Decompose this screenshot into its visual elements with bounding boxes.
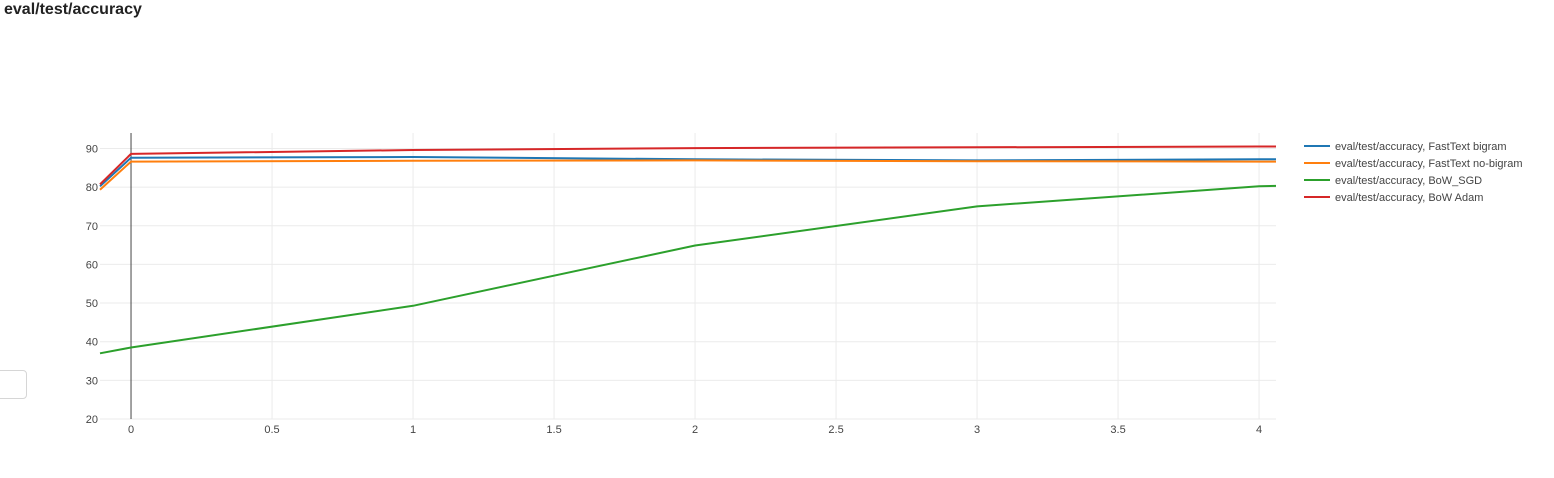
x-tick-label: 2 — [692, 424, 698, 436]
y-tick-label: 70 — [86, 221, 98, 233]
y-tick-label: 80 — [86, 182, 98, 194]
legend-label: eval/test/accuracy, FastText bigram — [1335, 141, 1507, 153]
series-line-1[interactable] — [99, 159, 1276, 191]
legend-item[interactable]: eval/test/accuracy, FastText no-bigram — [1304, 158, 1522, 170]
x-tick-label: 3.5 — [1110, 424, 1125, 436]
legend-item[interactable]: eval/test/accuracy, BoW Adam — [1304, 192, 1483, 204]
x-tick-label: 2.5 — [828, 424, 843, 436]
series-line-2[interactable] — [99, 184, 1277, 355]
x-tick-label: 1.5 — [546, 424, 561, 436]
series-lines — [99, 145, 1277, 355]
y-tick-label: 20 — [86, 414, 98, 426]
y-tick-label: 50 — [86, 298, 98, 310]
grid-lines — [100, 133, 1276, 420]
x-tick-label: 3 — [974, 424, 980, 436]
legend-label: eval/test/accuracy, BoW Adam — [1335, 192, 1483, 204]
chart-title: eval/test/accuracy — [4, 1, 142, 18]
x-tick-label: 1 — [410, 424, 416, 436]
x-tick-label: 0.5 — [264, 424, 279, 436]
legend-item[interactable]: eval/test/accuracy, FastText bigram — [1304, 141, 1507, 153]
series-line-0[interactable] — [99, 156, 1276, 188]
side-panel-toggle[interactable] — [0, 370, 27, 399]
x-tick-label: 0 — [128, 424, 134, 436]
y-tick-label: 30 — [86, 375, 98, 387]
legend-item[interactable]: eval/test/accuracy, BoW_SGD — [1304, 175, 1482, 187]
legend-label: eval/test/accuracy, BoW_SGD — [1335, 175, 1482, 187]
x-tick-label: 4 — [1256, 424, 1262, 436]
legend-label: eval/test/accuracy, FastText no-bigram — [1335, 158, 1522, 170]
y-tick-label: 40 — [86, 337, 98, 349]
tick-labels: 20 30 40 50 60 70 80 90 0 0.5 1 1.5 2 2.5 3 3.5 4 — [86, 143, 1262, 436]
y-tick-label: 60 — [86, 259, 98, 271]
legend[interactable]: eval/test/accuracy, FastText bigram eval/… — [1304, 141, 1522, 204]
y-tick-label: 90 — [86, 143, 98, 155]
series-line-3[interactable] — [99, 145, 1276, 186]
